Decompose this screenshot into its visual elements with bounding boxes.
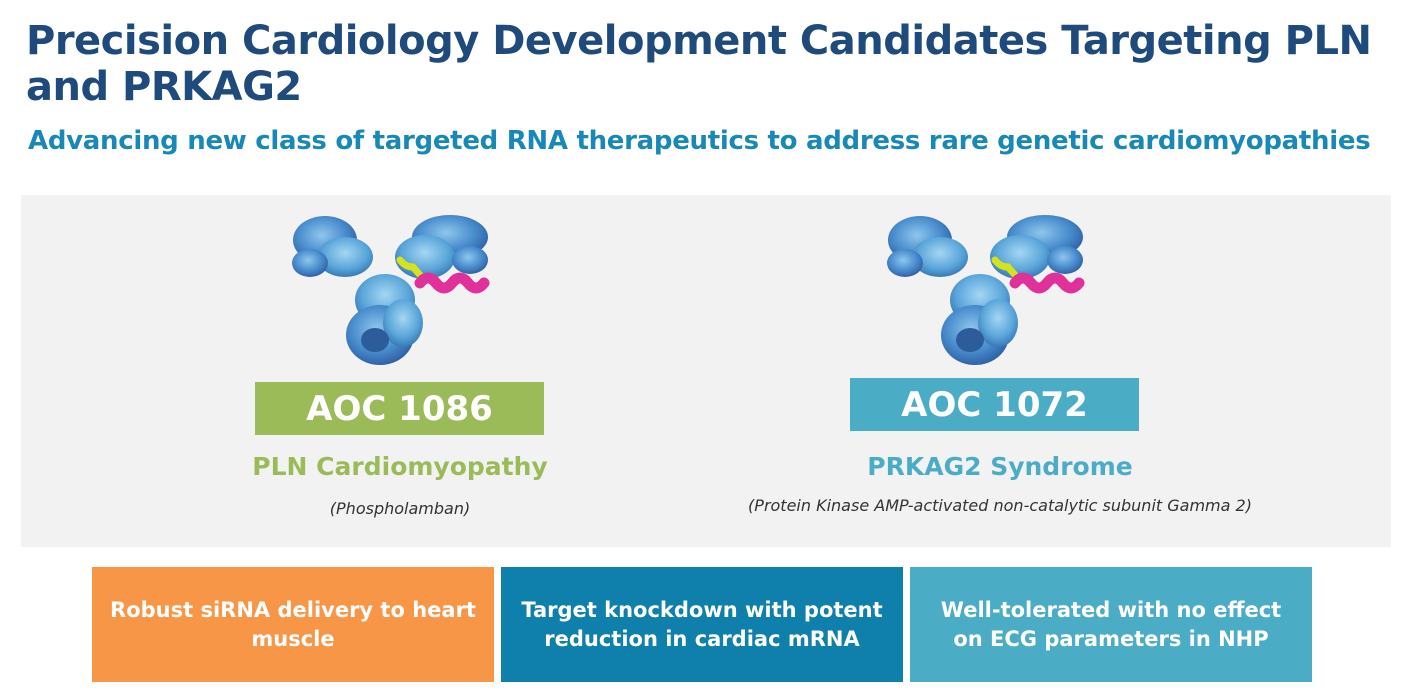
candidates-panel <box>21 195 1391 547</box>
candidate-fullname-prkag2: (Protein Kinase AMP-activated non-cataly… <box>748 496 1252 515</box>
feature-target-knockdown: Target knockdown with potent reduction i… <box>501 567 903 682</box>
feature-well-tolerated: Well-tolerated with no effect on ECG par… <box>910 567 1312 682</box>
page-subtitle: Advancing new class of targeted RNA ther… <box>28 126 1371 156</box>
feature-siRNA-delivery: Robust siRNA delivery to heart muscle <box>92 567 494 682</box>
candidate-code-aoc-1086: AOC 1086 <box>255 382 544 435</box>
candidate-name-prkag2: PRKAG2 Syndrome <box>867 452 1133 481</box>
candidate-fullname-pln: (Phospholamban) <box>329 499 471 518</box>
candidate-code-aoc-1072: AOC 1072 <box>850 378 1139 431</box>
candidate-name-pln: PLN Cardiomyopathy <box>252 452 548 481</box>
antibody-oligonucleotide-conjugate-icon <box>292 215 490 365</box>
page-title: Precision Cardiology Development Candida… <box>26 18 1372 110</box>
antibody-oligonucleotide-conjugate-icon <box>887 215 1085 365</box>
